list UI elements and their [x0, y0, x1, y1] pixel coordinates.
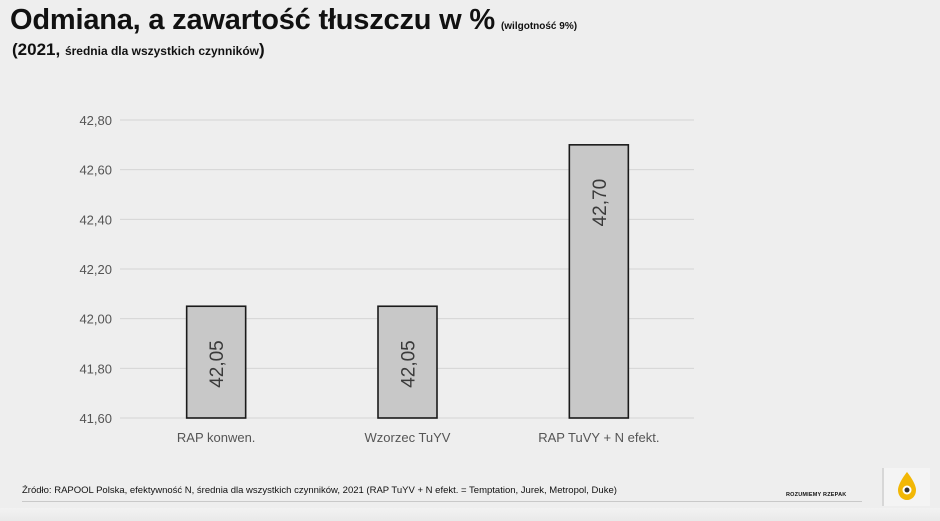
bar-data-labels: 42,05 42,05 42,70: [207, 179, 611, 388]
bar: [377, 305, 438, 419]
chart-subtitle: (2021, średnia dla wszystkich czynników): [12, 40, 265, 60]
title-line: Odmiana, a zawartość tłuszczu w % (wilgot…: [10, 4, 577, 37]
x-tick-label: RAP TuVY + N efekt.: [538, 430, 659, 445]
source-note: Źródło: RAPOOL Polska, efektywność N, śr…: [22, 485, 617, 496]
y-tick-label: 42,60: [79, 163, 112, 178]
x-axis-ticks: RAP konwen. Wzorzec TuYV RAP TuVY + N efek…: [177, 430, 660, 445]
y-tick-label: 42,00: [79, 312, 112, 327]
y-axis-ticks: 41,60 41,80 42,00 42,20 42,40 42,60 42,80: [79, 113, 112, 426]
logo-box: [882, 468, 930, 506]
y-tick-label: 42,80: [79, 113, 112, 128]
y-tick-label: 42,40: [79, 212, 112, 227]
bars: [185, 144, 630, 419]
footer-divider: [22, 501, 862, 502]
subtitle-text: średnia dla wszystkich czynników: [64, 44, 260, 58]
y-tick-label: 41,80: [79, 361, 112, 376]
bottom-bar: [0, 508, 940, 521]
title-note: (wilgotność 9%): [500, 21, 578, 32]
x-tick-label: RAP konwen.: [177, 430, 256, 445]
bar-value-label: 42,05: [399, 340, 420, 388]
x-tick-label: Wzorzec TuYV: [365, 430, 451, 445]
rapeseed-drop-logo-icon: [898, 472, 916, 500]
y-tick-label: 42,20: [79, 262, 112, 277]
chart-title: Odmiana, a zawartość tłuszczu w %: [10, 4, 495, 36]
subtitle-open: (2021,: [12, 40, 65, 59]
brand-slogan: ROZUMIEMY RZEPAK: [786, 492, 847, 498]
bar: [185, 305, 247, 419]
subtitle-close: ): [259, 40, 265, 59]
bar: [568, 144, 630, 419]
bar-value-label: 42,05: [207, 340, 228, 388]
bar-value-label: 42,70: [590, 179, 611, 227]
y-tick-label: 41,60: [79, 411, 112, 426]
